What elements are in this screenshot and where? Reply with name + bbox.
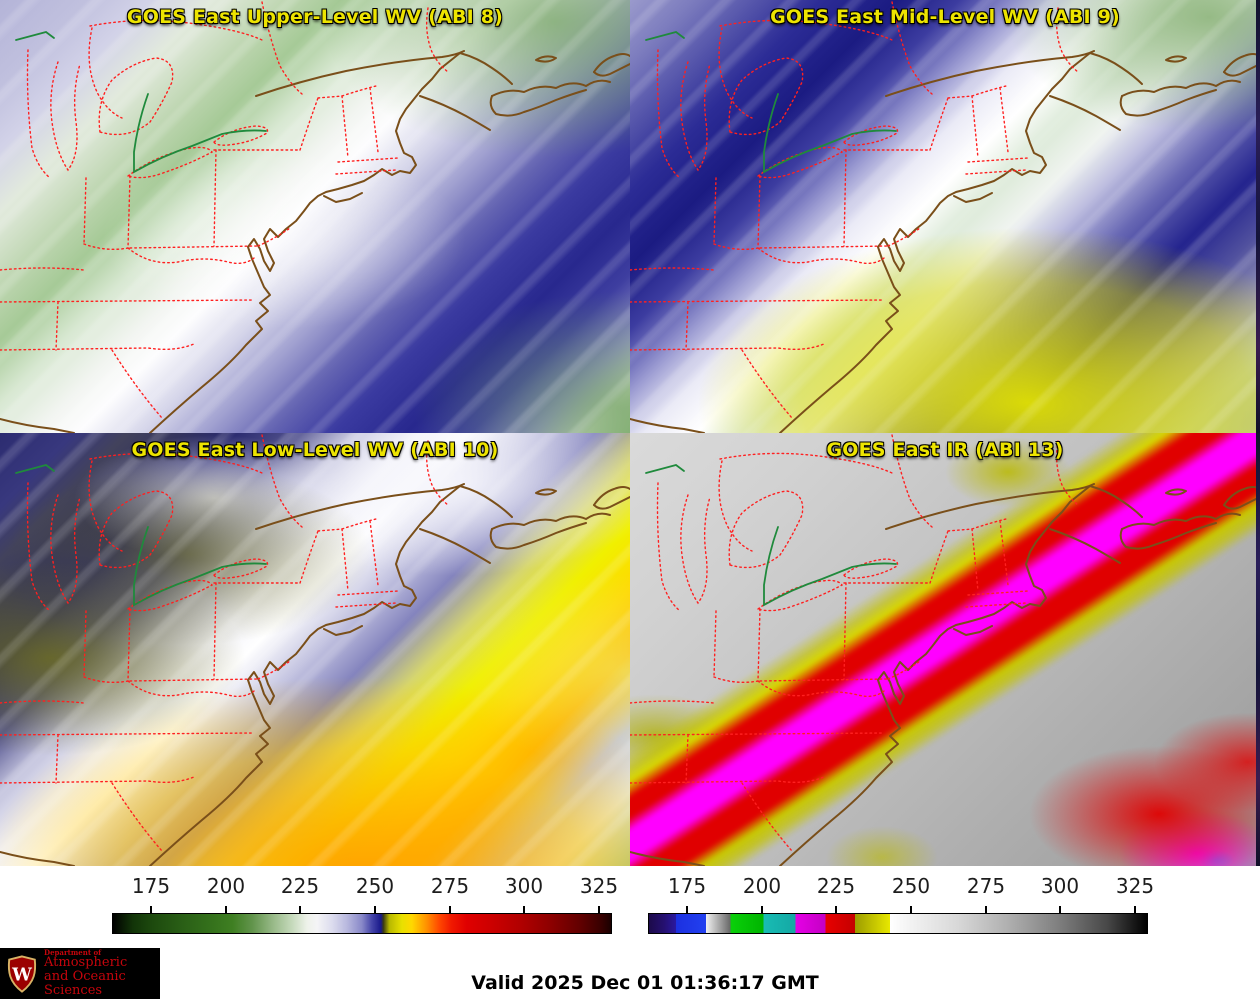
map-boundaries-overlay <box>0 0 630 433</box>
ir-colorbar: 175 200 225 250 275 300 325 <box>648 866 1154 946</box>
ir-tick-label: 200 <box>742 874 782 898</box>
wv-tickmark <box>225 906 227 913</box>
logo-line-2: and Oceanic Sciences <box>44 969 126 999</box>
wv-tick-label: 225 <box>280 874 320 898</box>
panel-low-level-wv: GOES East Low-Level WV (ABI 10) <box>0 433 630 866</box>
ir-tickmark <box>761 906 763 913</box>
panel-upper-level-wv: GOES East Upper-Level WV (ABI 8) <box>0 0 630 433</box>
uw-monogram: W <box>11 964 32 985</box>
wv-tickmark <box>299 906 301 913</box>
map-boundaries-overlay <box>630 433 1260 866</box>
wv-tick-label: 175 <box>131 874 171 898</box>
ir-tickmark <box>910 906 912 913</box>
valid-time-label: Valid 2025 Dec 01 01:36:17 GMT <box>471 972 819 994</box>
ir-tickmark <box>686 906 688 913</box>
wv-tickmark <box>598 906 600 913</box>
wv-tickmark <box>374 906 376 913</box>
panel-title-mid-level-wv: GOES East Mid-Level WV (ABI 9) <box>770 6 1120 28</box>
panel-title-ir: GOES East IR (ABI 13) <box>826 439 1064 461</box>
wv-tick-label: 275 <box>430 874 470 898</box>
wv-tick-label: 250 <box>355 874 395 898</box>
ir-tickmark <box>985 906 987 913</box>
wv-tick-label: 200 <box>206 874 246 898</box>
wv-tick-label: 300 <box>504 874 544 898</box>
scan-edge-strip <box>1256 0 1260 433</box>
ir-tick-label: 325 <box>1115 874 1155 898</box>
uw-aos-logo: W Department of Atmospheric and Oceanic … <box>0 948 160 999</box>
scan-edge-strip <box>1256 433 1260 866</box>
satellite-panel-grid: GOES East Upper-Level WV (ABI 8) GOES Ea… <box>0 0 1260 866</box>
ir-tick-label: 275 <box>966 874 1006 898</box>
ir-colorbar-gradient <box>648 913 1148 934</box>
panel-ir: GOES East IR (ABI 13) <box>630 433 1260 866</box>
map-boundaries-overlay <box>630 0 1260 433</box>
ir-tickmark <box>1059 906 1061 913</box>
ir-tick-label: 175 <box>667 874 707 898</box>
logo-dept-line: Department of <box>44 947 102 957</box>
panel-mid-level-wv: GOES East Mid-Level WV (ABI 9) <box>630 0 1260 433</box>
map-boundaries-overlay <box>0 433 630 866</box>
ir-tickmark <box>835 906 837 913</box>
logo-text-block: Department of Atmospheric and Oceanic Sc… <box>44 949 160 999</box>
ir-tick-label: 225 <box>816 874 856 898</box>
wv-colorbar-gradient <box>112 913 612 934</box>
logo-line-1: Atmospheric <box>44 955 128 971</box>
ir-tick-label: 300 <box>1040 874 1080 898</box>
wv-colorbar: 175 200 225 250 275 300 325 <box>112 866 618 946</box>
ir-tick-label: 250 <box>891 874 931 898</box>
wv-tick-label: 325 <box>579 874 619 898</box>
colorbar-row: 175 200 225 250 275 300 325 175 200 225 … <box>0 866 1260 948</box>
panel-title-low-level-wv: GOES East Low-Level WV (ABI 10) <box>131 439 499 461</box>
ir-tickmark <box>1134 906 1136 913</box>
wv-tickmark <box>449 906 451 913</box>
panel-title-upper-level-wv: GOES East Upper-Level WV (ABI 8) <box>126 6 504 28</box>
wv-tickmark <box>150 906 152 913</box>
uw-crest-icon: W <box>7 954 37 993</box>
wv-tickmark <box>523 906 525 913</box>
